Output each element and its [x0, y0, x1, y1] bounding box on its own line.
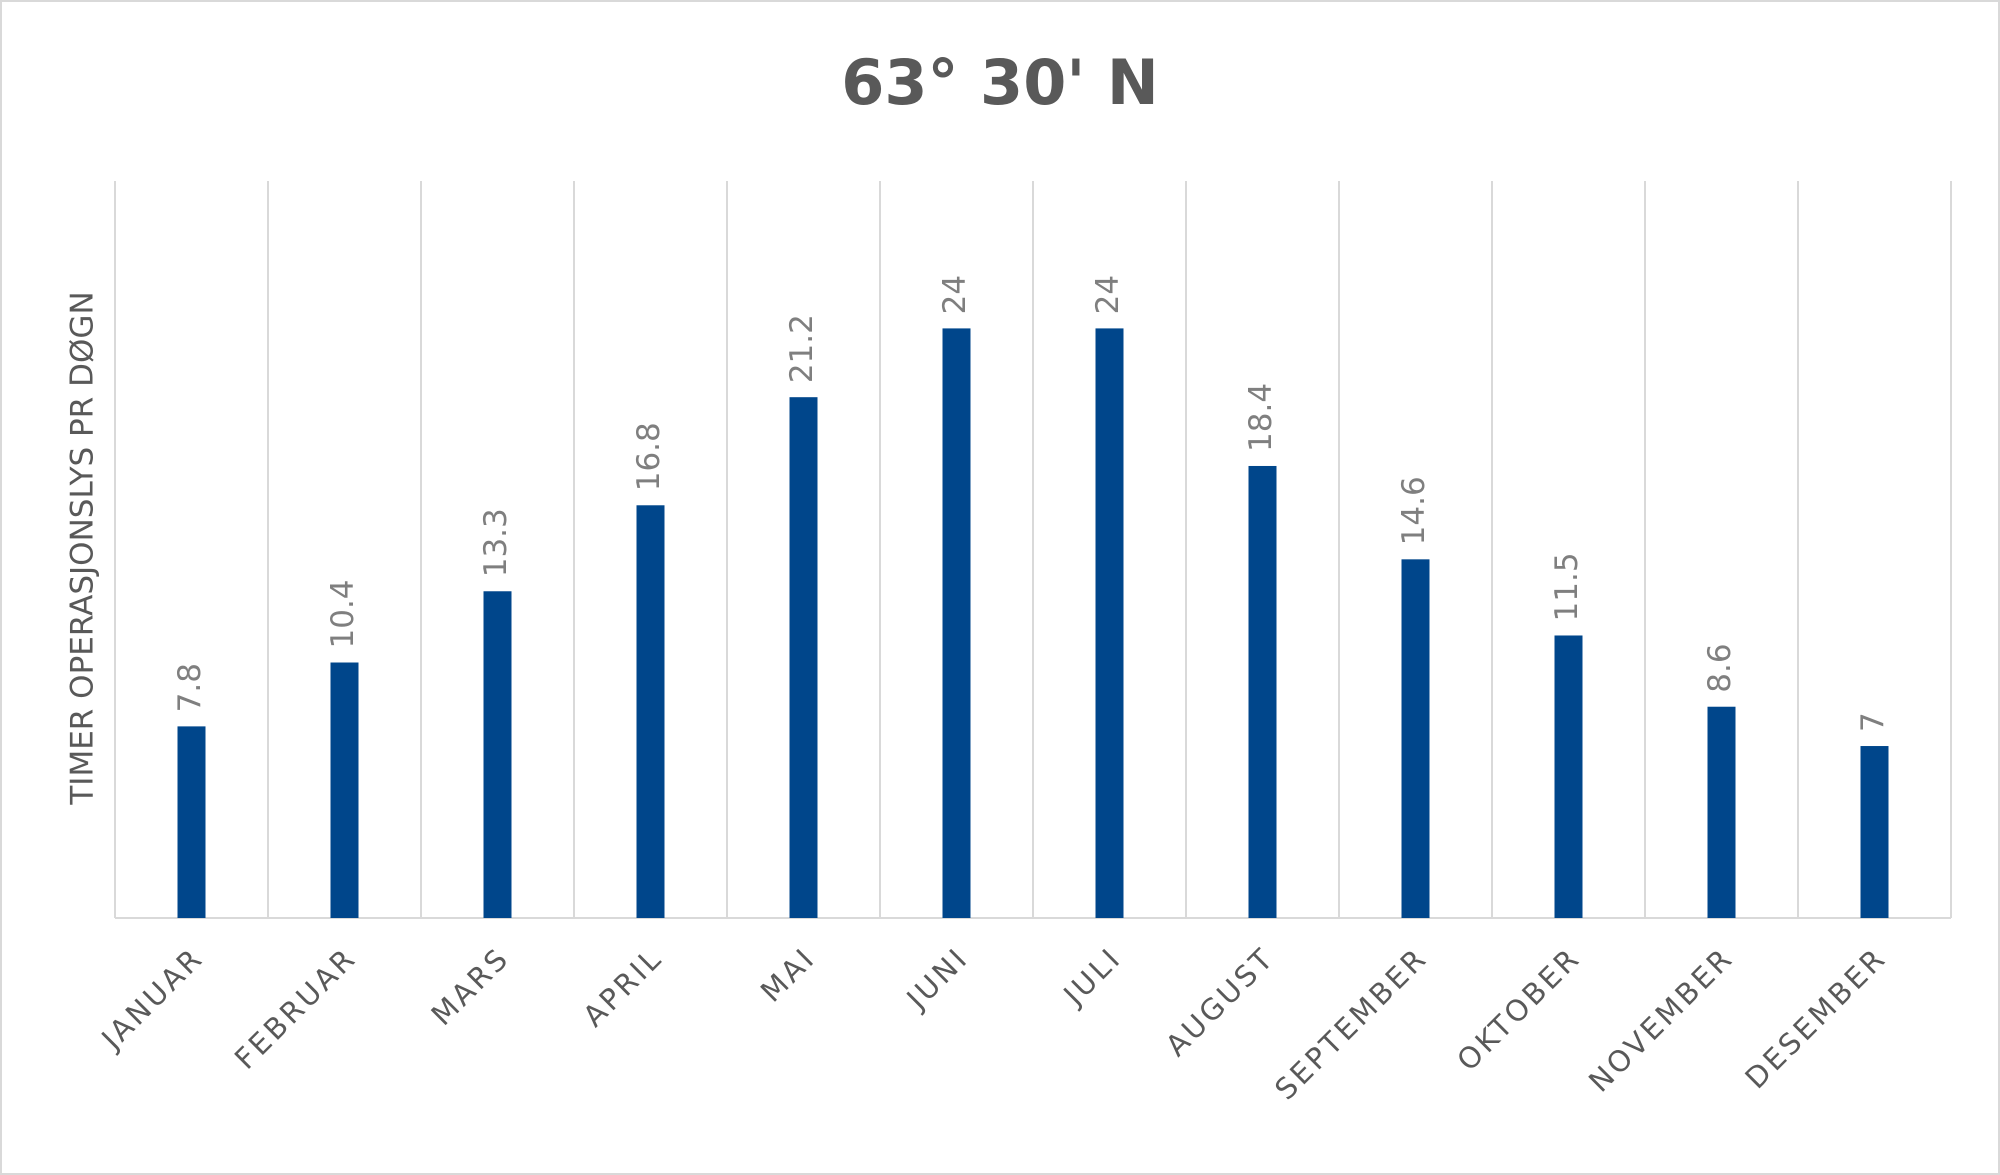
data-label: 16.8: [631, 422, 667, 491]
data-label: 18.4: [1243, 383, 1279, 452]
bar: [1860, 746, 1889, 918]
data-label: 24: [937, 275, 973, 314]
bar: [483, 591, 512, 918]
bar: [1248, 465, 1277, 918]
data-label: 8.6: [1702, 643, 1738, 692]
bar: [789, 397, 818, 919]
bar: [1707, 706, 1736, 918]
data-label: 7.8: [172, 663, 208, 712]
bar: [1401, 559, 1430, 918]
chart-title: 63° 30' N: [841, 46, 1159, 119]
data-label: 13.3: [478, 508, 514, 577]
data-label: 14.6: [1396, 476, 1432, 545]
bar: [1554, 635, 1583, 918]
data-label: 21.2: [784, 314, 820, 383]
data-label: 10.4: [325, 579, 361, 648]
bar: [636, 505, 665, 918]
bar: [330, 662, 359, 918]
data-label: 7: [1855, 712, 1891, 732]
bar: [942, 328, 971, 918]
bar: [1095, 328, 1124, 918]
data-label: 11.5: [1549, 552, 1585, 621]
bar: [177, 726, 206, 918]
data-label: 24: [1090, 275, 1126, 314]
y-axis-label: TIMER OPERASJONSLYS PR DØGN: [65, 291, 101, 805]
